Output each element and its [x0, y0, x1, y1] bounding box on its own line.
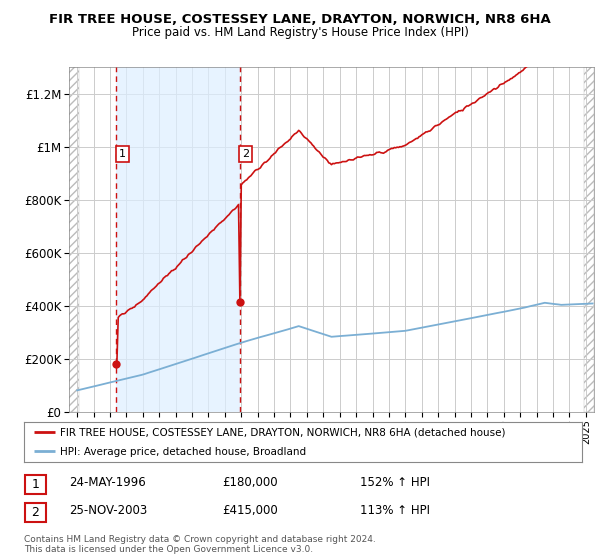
- FancyBboxPatch shape: [25, 475, 46, 494]
- Bar: [116, 67, 239, 412]
- Text: FIR TREE HOUSE, COSTESSEY LANE, DRAYTON, NORWICH, NR8 6HA: FIR TREE HOUSE, COSTESSEY LANE, DRAYTON,…: [49, 13, 551, 26]
- Text: 152% ↑ HPI: 152% ↑ HPI: [360, 476, 430, 489]
- Text: 25-NOV-2003: 25-NOV-2003: [69, 504, 147, 517]
- Text: 24-MAY-1996: 24-MAY-1996: [69, 476, 146, 489]
- Bar: [584, 67, 594, 412]
- Text: 2: 2: [31, 506, 40, 519]
- Text: HPI: Average price, detached house, Broadland: HPI: Average price, detached house, Broa…: [60, 446, 307, 456]
- Text: £180,000: £180,000: [222, 476, 278, 489]
- FancyBboxPatch shape: [25, 503, 46, 522]
- Text: £415,000: £415,000: [222, 504, 278, 517]
- Bar: [69, 67, 79, 412]
- Text: 2: 2: [242, 150, 249, 159]
- Text: 1: 1: [31, 478, 40, 491]
- Text: Contains HM Land Registry data © Crown copyright and database right 2024.
This d: Contains HM Land Registry data © Crown c…: [24, 535, 376, 554]
- Text: FIR TREE HOUSE, COSTESSEY LANE, DRAYTON, NORWICH, NR8 6HA (detached house): FIR TREE HOUSE, COSTESSEY LANE, DRAYTON,…: [60, 428, 506, 437]
- Text: Price paid vs. HM Land Registry's House Price Index (HPI): Price paid vs. HM Land Registry's House …: [131, 26, 469, 39]
- Text: 1: 1: [119, 150, 126, 159]
- Text: 113% ↑ HPI: 113% ↑ HPI: [360, 504, 430, 517]
